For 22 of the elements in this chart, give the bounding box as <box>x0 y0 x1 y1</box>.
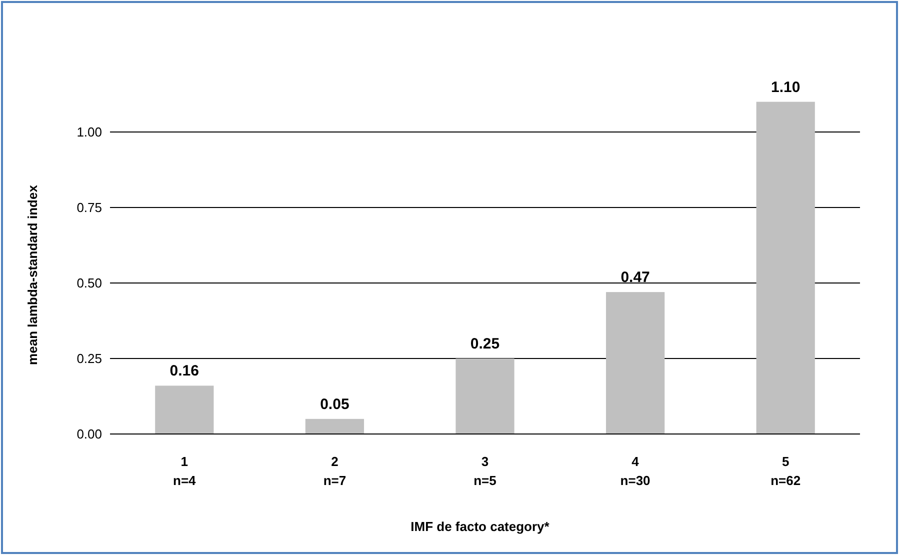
x-tick-label: 5 n=62 <box>770 454 801 488</box>
y-tick-label: 0.00 <box>76 426 102 442</box>
data-label: 0.47 <box>620 269 650 286</box>
y-tick-label: 1.00 <box>76 124 102 140</box>
y-tick-label: 0.25 <box>76 351 102 366</box>
y-axis-title: mean lambda-standard index <box>25 184 40 365</box>
bar <box>305 418 364 434</box>
y-tick-label: 0.75 <box>76 200 102 216</box>
data-label: 1.10 <box>771 78 800 96</box>
bar <box>756 102 815 434</box>
data-label: 0.05 <box>320 396 350 413</box>
data-label: 0.25 <box>470 336 500 352</box>
bar <box>606 292 665 434</box>
x-tick-label: 1 n=4 <box>173 454 197 488</box>
x-tick-label: 4 n=30 <box>620 454 650 488</box>
data-label: 0.16 <box>170 362 199 380</box>
x-tick-label: 2 n=7 <box>323 454 346 488</box>
y-tick-label: 0.50 <box>76 276 102 291</box>
x-tick-label: 3 n=5 <box>474 454 496 488</box>
bar <box>456 358 514 434</box>
x-axis-title: IMF de facto category* <box>410 519 550 534</box>
bar <box>155 386 214 434</box>
